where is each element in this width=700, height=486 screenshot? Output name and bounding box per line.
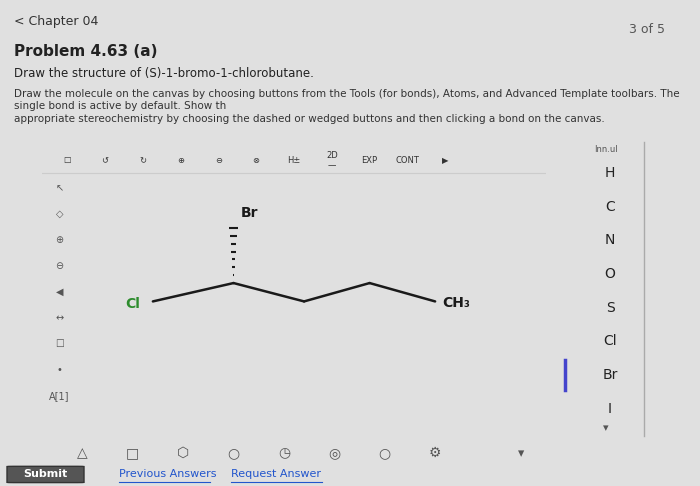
Text: Inn.ul: Inn.ul — [594, 145, 617, 154]
Text: ↔: ↔ — [55, 313, 64, 323]
Text: S: S — [606, 300, 615, 314]
Text: ↻: ↻ — [139, 156, 146, 165]
Text: ⊖: ⊖ — [55, 261, 64, 271]
Text: ☐: ☐ — [64, 156, 71, 165]
Text: H±: H± — [288, 156, 300, 165]
Text: ⬡: ⬡ — [177, 446, 189, 460]
Text: ▾: ▾ — [603, 423, 608, 433]
Text: ⊕: ⊕ — [55, 235, 64, 245]
Text: ⊗: ⊗ — [253, 156, 260, 165]
Text: appropriate stereochemistry by choosing the dashed or wedged buttons and then cl: appropriate stereochemistry by choosing … — [14, 114, 605, 124]
Text: Problem 4.63 (a): Problem 4.63 (a) — [14, 44, 158, 59]
Text: Br: Br — [241, 206, 258, 220]
Text: ◇: ◇ — [56, 209, 64, 219]
Text: N: N — [605, 233, 615, 247]
Text: 3 of 5: 3 of 5 — [629, 23, 665, 35]
Text: < Chapter 04: < Chapter 04 — [14, 15, 99, 28]
Text: Draw the molecule on the canvas by choosing buttons from the Tools (for bonds), : Draw the molecule on the canvas by choos… — [14, 89, 680, 111]
Text: 2D
—: 2D — — [326, 151, 337, 170]
Text: Request Answer: Request Answer — [231, 469, 321, 479]
Text: ↺: ↺ — [102, 156, 108, 165]
Text: ⊕: ⊕ — [177, 156, 184, 165]
Text: ▶: ▶ — [442, 156, 449, 165]
Text: Draw the structure of (S)-1-bromo-1-chlorobutane.: Draw the structure of (S)-1-bromo-1-chlo… — [14, 67, 314, 80]
Text: Submit: Submit — [23, 469, 68, 479]
Text: O: O — [605, 267, 615, 281]
Text: □: □ — [126, 446, 139, 460]
Text: ◷: ◷ — [278, 446, 290, 460]
Text: ◎: ◎ — [328, 446, 340, 460]
Text: A[1]: A[1] — [50, 391, 70, 401]
Text: H: H — [605, 166, 615, 180]
Text: Previous Answers: Previous Answers — [119, 469, 216, 479]
Text: •: • — [57, 365, 62, 375]
Text: ○: ○ — [228, 446, 239, 460]
Text: C: C — [606, 199, 615, 213]
Text: EXP: EXP — [361, 156, 378, 165]
Text: CONT: CONT — [395, 156, 419, 165]
Text: ◀: ◀ — [56, 287, 64, 297]
Text: Cl: Cl — [603, 334, 617, 348]
Text: ⊖: ⊖ — [215, 156, 222, 165]
Text: ○: ○ — [379, 446, 391, 460]
Text: ☐: ☐ — [55, 339, 64, 349]
FancyBboxPatch shape — [7, 467, 84, 483]
Text: ⚙: ⚙ — [429, 446, 442, 460]
Text: I: I — [608, 401, 612, 416]
Text: Br: Br — [603, 368, 617, 382]
Text: CH₃: CH₃ — [442, 296, 470, 310]
Text: Cl: Cl — [125, 297, 140, 312]
Text: ▾: ▾ — [518, 447, 524, 460]
Text: △: △ — [77, 446, 88, 460]
Text: ↖: ↖ — [55, 183, 64, 193]
